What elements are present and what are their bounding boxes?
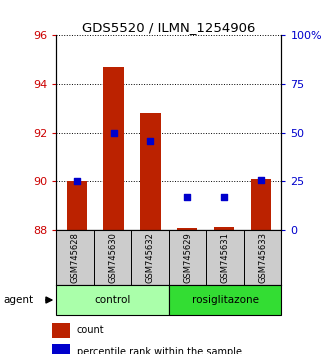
Text: count: count bbox=[77, 325, 105, 336]
Bar bbox=[177, 228, 197, 230]
Bar bbox=[206, 230, 244, 285]
Bar bbox=[52, 323, 70, 338]
Text: agent: agent bbox=[3, 295, 33, 305]
Point bbox=[258, 178, 263, 183]
Point bbox=[111, 130, 116, 136]
Bar bbox=[214, 227, 234, 230]
Point bbox=[148, 138, 153, 143]
Bar bbox=[103, 67, 124, 230]
Text: rosiglitazone: rosiglitazone bbox=[192, 295, 259, 305]
Text: GSM745629: GSM745629 bbox=[183, 232, 192, 283]
Bar bbox=[52, 344, 70, 354]
Bar bbox=[251, 179, 271, 230]
Point bbox=[221, 194, 227, 200]
Text: GSM745632: GSM745632 bbox=[146, 232, 155, 283]
Text: GSM745633: GSM745633 bbox=[258, 232, 267, 283]
Text: GSM745628: GSM745628 bbox=[71, 232, 79, 283]
Point bbox=[74, 178, 79, 184]
Bar bbox=[67, 181, 87, 230]
Bar bbox=[244, 230, 281, 285]
Bar bbox=[56, 230, 94, 285]
Text: control: control bbox=[94, 295, 131, 305]
Bar bbox=[131, 230, 169, 285]
Point bbox=[185, 194, 190, 200]
Bar bbox=[94, 230, 131, 285]
Bar bbox=[140, 113, 161, 230]
Bar bbox=[169, 285, 281, 315]
Text: GSM745630: GSM745630 bbox=[108, 232, 117, 283]
Bar bbox=[56, 285, 169, 315]
Title: GDS5520 / ILMN_1254906: GDS5520 / ILMN_1254906 bbox=[82, 21, 256, 34]
Bar bbox=[169, 230, 206, 285]
Text: GSM745631: GSM745631 bbox=[220, 232, 230, 283]
Text: percentile rank within the sample: percentile rank within the sample bbox=[77, 347, 242, 354]
